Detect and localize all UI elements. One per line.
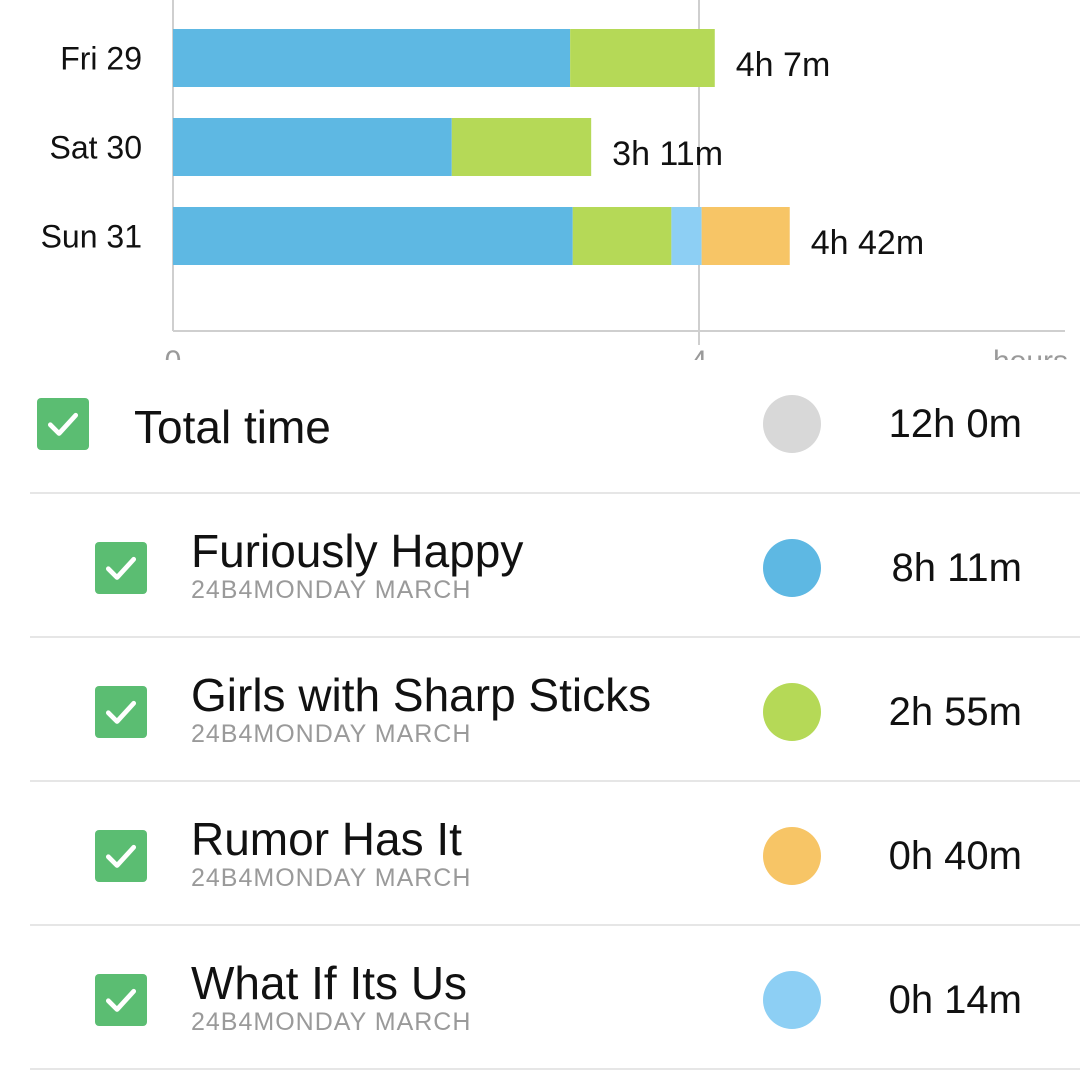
item-time: 0h 40m	[888, 834, 1022, 878]
item-subtitle: 24B4MONDAY MARCH	[191, 576, 472, 604]
total-time-checkbox[interactable]	[37, 398, 89, 450]
list-item[interactable]: Girls with Sharp Sticks 24B4MONDAY MARCH…	[0, 638, 1080, 782]
x-tick-label: 0	[165, 345, 182, 360]
x-axis-label: hours	[993, 345, 1068, 360]
check-icon	[105, 988, 137, 1012]
check-icon	[105, 844, 137, 868]
bar-segment	[701, 207, 790, 265]
item-title: Girls with Sharp Sticks	[191, 669, 652, 721]
row-divider	[30, 780, 1080, 782]
list-item[interactable]: What If Its Us 24B4MONDAY MARCH 0h 14m	[0, 926, 1080, 1070]
row-divider	[30, 924, 1080, 926]
item-checkbox[interactable]	[95, 686, 147, 738]
color-dot	[763, 683, 821, 741]
total-time-label: Total time	[134, 401, 331, 453]
item-title: Rumor Has It	[191, 813, 462, 865]
item-time: 2h 55m	[888, 690, 1022, 734]
chart-svg: 0 4 hours Fri 29 4h 7m Sat 30 3h 11m Sun 31 4h 4…	[41, 0, 1068, 360]
bar-total-label: 3h 11m	[612, 135, 723, 173]
list-item[interactable]: Furiously Happy 24B4MONDAY MARCH 8h 11m	[0, 494, 1080, 638]
check-icon	[47, 412, 79, 436]
row-divider	[30, 492, 1080, 494]
item-subtitle: 24B4MONDAY MARCH	[191, 720, 472, 748]
item-checkbox[interactable]	[95, 542, 147, 594]
bar-segment	[451, 118, 592, 176]
check-icon	[105, 556, 137, 580]
list-item[interactable]: Rumor Has It 24B4MONDAY MARCH 0h 40m	[0, 782, 1080, 926]
bar-segment	[173, 118, 452, 176]
bar-total-label: 4h 7m	[736, 46, 831, 84]
item-subtitle: 24B4MONDAY MARCH	[191, 1008, 472, 1036]
bar-segment	[173, 29, 571, 87]
bar-segment	[671, 207, 702, 265]
total-time-value: 12h 0m	[888, 402, 1022, 446]
bar-segment	[570, 29, 715, 87]
bar-segment	[572, 207, 672, 265]
item-time: 0h 14m	[888, 978, 1022, 1022]
category-label: Fri 29	[60, 40, 142, 76]
item-checkbox[interactable]	[95, 974, 147, 1026]
item-title: What If Its Us	[191, 957, 468, 1009]
bar-segment	[173, 207, 573, 265]
row-divider	[30, 1068, 1080, 1070]
item-checkbox[interactable]	[95, 830, 147, 882]
stacked-bar-chart: 0 4 hours Fri 29 4h 7m Sat 30 3h 11m Sun 31 4h 4…	[0, 0, 1080, 360]
color-dot	[763, 827, 821, 885]
check-icon	[105, 700, 137, 724]
color-dot	[763, 971, 821, 1029]
item-title: Furiously Happy	[191, 525, 524, 577]
total-color-dot	[763, 395, 821, 453]
row-divider	[30, 636, 1080, 638]
category-label: Sun 31	[41, 218, 142, 254]
x-tick-label: 4	[691, 345, 708, 360]
item-subtitle: 24B4MONDAY MARCH	[191, 864, 472, 892]
total-time-row[interactable]: Total time 12h 0m	[0, 350, 1080, 494]
item-time: 8h 11m	[891, 546, 1022, 590]
bar-total-label: 4h 42m	[811, 224, 924, 262]
category-label: Sat 30	[49, 129, 142, 165]
color-dot	[763, 539, 821, 597]
